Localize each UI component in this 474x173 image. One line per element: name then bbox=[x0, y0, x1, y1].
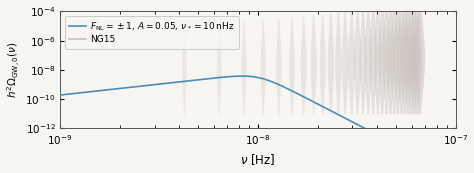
Legend: $F_{\mathrm{NL}} = \pm 1,\, A = 0.05,\, \nu_* = 10\,\mathrm{nHz}$, NG15: $F_{\mathrm{NL}} = \pm 1,\, A = 0.05,\, … bbox=[65, 16, 239, 49]
$F_{\mathrm{NL}} = \pm 1,\, A = 0.05,\, \nu_* = 10\,\mathrm{nHz}$ bbox=[288, 89, 293, 91]
Line: $F_{\mathrm{NL}} = \pm 1,\, A = 0.05,\, \nu_* = 10\,\mathrm{nHz}$: $F_{\mathrm{NL}} = \pm 1,\, A = 0.05,\, … bbox=[60, 76, 456, 173]
$F_{\mathrm{NL}} = \pm 1,\, A = 0.05,\, \nu_* = 10\,\mathrm{nHz}$ bbox=[57, 94, 63, 96]
X-axis label: $\nu$ [Hz]: $\nu$ [Hz] bbox=[240, 153, 275, 167]
$F_{\mathrm{NL}} = \pm 1,\, A = 0.05,\, \nu_* = 10\,\mathrm{nHz}$ bbox=[310, 100, 316, 102]
$F_{\mathrm{NL}} = \pm 1,\, A = 0.05,\, \nu_* = 10\,\mathrm{nHz}$ bbox=[298, 94, 304, 96]
$F_{\mathrm{NL}} = \pm 1,\, A = 0.05,\, \nu_* = 10\,\mathrm{nHz}$ bbox=[358, 125, 364, 127]
$F_{\mathrm{NL}} = \pm 1,\, A = 0.05,\, \nu_* = 10\,\mathrm{nHz}$ bbox=[82, 91, 87, 93]
$F_{\mathrm{NL}} = \pm 1,\, A = 0.05,\, \nu_* = 10\,\mathrm{nHz}$ bbox=[239, 75, 245, 77]
Y-axis label: $h^2\Omega_{\mathrm{GW},0}(\nu)$: $h^2\Omega_{\mathrm{GW},0}(\nu)$ bbox=[6, 42, 22, 98]
$F_{\mathrm{NL}} = \pm 1,\, A = 0.05,\, \nu_* = 10\,\mathrm{nHz}$ bbox=[399, 146, 404, 148]
